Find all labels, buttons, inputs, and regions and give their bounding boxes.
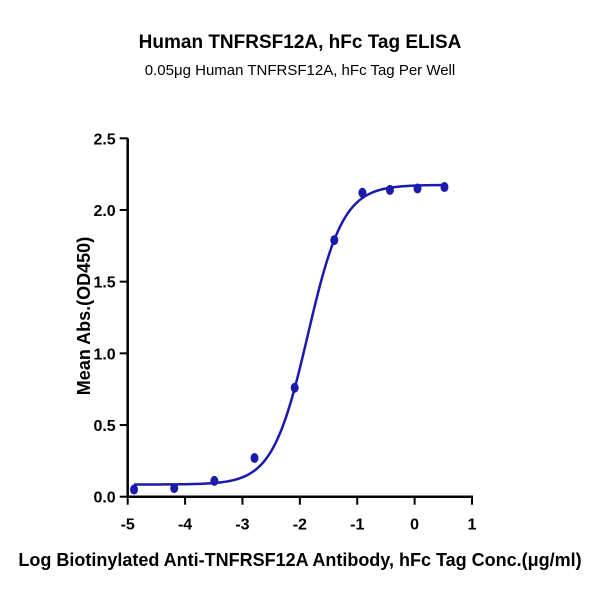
y-tick-label: 1.5 — [93, 275, 115, 292]
data-points — [130, 182, 449, 495]
y-tick-label: 2.0 — [93, 203, 115, 220]
data-point — [130, 484, 139, 495]
data-point — [358, 187, 367, 198]
y-tick-label: 1.0 — [93, 346, 115, 363]
x-tick-label: -1 — [350, 517, 364, 534]
x-tick-label: -5 — [121, 517, 135, 534]
fit-curve — [134, 183, 445, 486]
chart-title: Human TNFRSF12A, hFc Tag ELISA — [139, 32, 462, 53]
data-point — [440, 182, 449, 193]
x-tick-label: 0 — [410, 517, 419, 534]
axes: -5 -4 -3 -2 -1 0 1 0.0 0.5 1.0 1.5 2.0 2.5 — [93, 131, 476, 533]
data-point — [385, 184, 394, 195]
x-tick-label: -4 — [178, 517, 192, 534]
chart-subtitle: 0.05μg Human TNFRSF12A, hFc Tag Per Well — [145, 62, 455, 79]
data-point — [170, 483, 179, 494]
data-point — [250, 452, 259, 463]
x-tick-label: -2 — [293, 517, 307, 534]
data-point — [330, 235, 339, 246]
y-tick-label: 0.5 — [93, 418, 115, 435]
y-tick-label: 0.0 — [93, 490, 115, 507]
y-axis-label: Mean Abs.(OD450) — [74, 237, 94, 395]
x-tick-label: -3 — [235, 517, 249, 534]
data-point — [210, 475, 219, 486]
data-point — [290, 382, 299, 393]
y-tick-label: 2.5 — [93, 131, 115, 148]
x-tick-label: 1 — [468, 517, 477, 534]
data-point — [413, 183, 422, 194]
x-axis-label: Log Biotinylated Anti-TNFRSF12A Antibody… — [18, 550, 581, 570]
